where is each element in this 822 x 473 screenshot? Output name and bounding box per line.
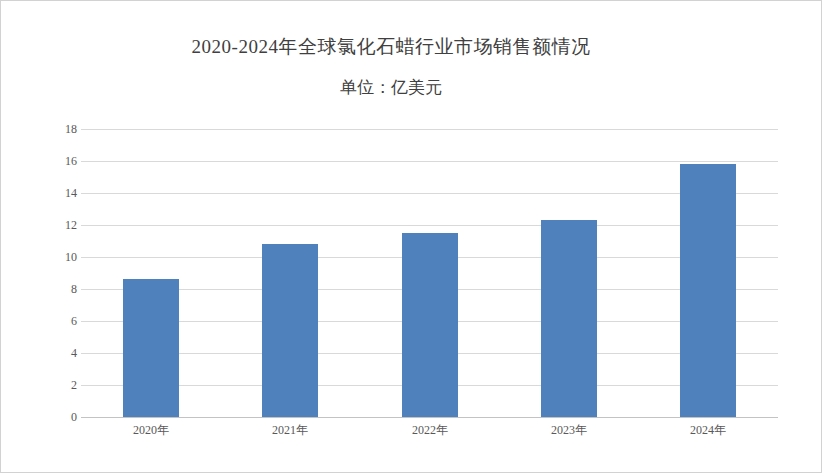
y-axis-tick-label: 18 (41, 122, 77, 136)
x-axis-tick-label: 2023年 (519, 423, 619, 438)
gridline (81, 193, 778, 194)
y-axis-tick-label: 10 (41, 250, 77, 264)
x-axis-tick-label: 2020年 (101, 423, 201, 438)
chart-title: 2020-2024年全球氯化石蜡行业市场销售额情况 (192, 34, 591, 60)
y-axis-tick-label: 12 (41, 218, 77, 232)
y-axis-tick-label: 16 (41, 154, 77, 168)
bar (262, 244, 318, 417)
x-axis-tick-label: 2021年 (240, 423, 340, 438)
bar (541, 220, 597, 417)
bar (123, 279, 179, 417)
x-axis-line (81, 417, 778, 418)
gridline (81, 129, 778, 130)
y-axis-tick-label: 8 (41, 282, 77, 296)
y-axis-tick-label: 14 (41, 186, 77, 200)
gridline (81, 161, 778, 162)
y-axis-tick-label: 0 (41, 410, 77, 424)
x-axis-tick-label: 2024年 (658, 423, 758, 438)
y-axis-tick-label: 6 (41, 314, 77, 328)
chart-subtitle: 单位：亿美元 (340, 76, 442, 99)
bar (680, 164, 736, 417)
bar (402, 233, 458, 417)
chart-canvas: 2020-2024年全球氯化石蜡行业市场销售额情况 单位：亿美元 0 2 4 6 8 10… (0, 0, 822, 473)
y-axis-tick-label: 2 (41, 378, 77, 392)
y-axis-tick-label: 4 (41, 346, 77, 360)
gridline (81, 225, 778, 226)
x-axis-tick-label: 2022年 (380, 423, 480, 438)
